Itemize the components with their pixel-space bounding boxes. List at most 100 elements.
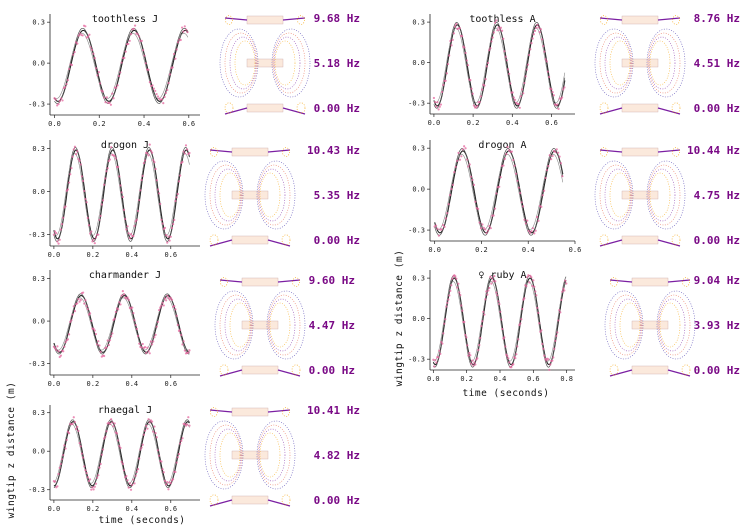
data-point <box>172 223 175 226</box>
data-point <box>176 456 179 459</box>
data-point <box>506 68 510 71</box>
data-point <box>132 234 135 238</box>
data-point <box>176 192 179 196</box>
y-tick-label: 0.3 <box>412 19 425 27</box>
data-point <box>153 336 156 339</box>
data-point <box>97 71 100 74</box>
data-point <box>119 446 122 450</box>
data-point <box>464 51 467 55</box>
x-tick-label: 0.0 <box>427 375 440 383</box>
data-point <box>546 70 550 73</box>
frequency-label: 9.68 Hz <box>314 12 360 25</box>
data-point <box>80 452 84 455</box>
data-point <box>139 189 142 192</box>
data-point <box>132 478 135 481</box>
data-point <box>183 25 186 28</box>
data-point <box>131 306 134 309</box>
data-point <box>96 74 99 77</box>
panel-title: drogon A <box>478 140 526 151</box>
data-point <box>496 29 499 32</box>
fit-line <box>53 147 190 242</box>
data-point <box>53 480 57 483</box>
data-point <box>481 88 484 91</box>
data-point <box>98 218 101 221</box>
data-point <box>136 334 140 338</box>
data-point <box>67 333 71 336</box>
data-point <box>107 159 110 163</box>
data-point <box>63 444 66 447</box>
data-point <box>498 185 501 188</box>
data-point <box>73 145 77 148</box>
data-point <box>548 368 551 371</box>
data-point <box>165 233 168 237</box>
x-tick-label: 0.6 <box>164 505 177 513</box>
data-point <box>162 471 165 474</box>
data-point <box>78 159 81 163</box>
wing-body <box>246 15 284 25</box>
data-point <box>556 103 559 106</box>
y-tick-label: -0.3 <box>28 231 45 239</box>
data-point <box>537 219 540 222</box>
data-point <box>469 354 472 357</box>
data-point <box>135 218 138 221</box>
mode-ellipse <box>659 302 681 348</box>
data-point <box>167 235 170 238</box>
y-tick-label: -0.3 <box>28 486 45 494</box>
data-point <box>506 354 509 358</box>
x-tick-label: 0.6 <box>545 119 558 127</box>
data-point <box>119 71 122 74</box>
y-tick-label: 0.0 <box>32 318 45 326</box>
data-point <box>155 179 158 182</box>
data-point <box>518 106 521 109</box>
data-point <box>98 466 101 469</box>
data-point <box>89 232 92 235</box>
data-point <box>542 347 545 350</box>
data-point <box>187 416 190 419</box>
data-point <box>131 483 134 487</box>
wing-body <box>621 15 659 25</box>
wing-edge <box>219 279 243 283</box>
data-point <box>166 294 169 297</box>
fit-line <box>53 294 190 353</box>
data-point <box>53 347 57 350</box>
mode-ellipse <box>257 164 291 226</box>
data-point <box>95 67 98 70</box>
wing-edge <box>657 17 681 21</box>
data-point <box>446 212 449 215</box>
data-point <box>166 480 169 484</box>
mode-ellipse <box>225 15 233 25</box>
data-point <box>176 41 180 44</box>
data-point <box>104 101 107 104</box>
data-point <box>141 342 144 346</box>
data-point <box>497 26 500 29</box>
data-point <box>125 228 128 231</box>
data-point <box>486 229 490 232</box>
wing-body <box>246 103 284 113</box>
data-point <box>69 320 72 323</box>
fit-line <box>53 149 191 240</box>
data-point <box>153 425 156 428</box>
mode-ellipse <box>272 32 306 94</box>
data-point <box>441 342 444 345</box>
data-point <box>527 274 530 277</box>
data-point <box>52 233 55 236</box>
frequency-label: 8.76 Hz <box>694 12 740 25</box>
data-point <box>126 296 129 299</box>
mode-ellipse <box>658 298 686 352</box>
data-point <box>486 293 489 296</box>
data-point <box>151 84 154 87</box>
data-point <box>437 108 440 111</box>
data-point <box>138 198 141 202</box>
data-point <box>114 310 117 314</box>
fit-line <box>53 423 190 484</box>
x-tick-label: 0.4 <box>125 505 138 513</box>
data-point <box>528 281 531 284</box>
data-point <box>167 81 170 85</box>
wing-edge <box>599 149 623 153</box>
data-point <box>467 165 470 168</box>
mode-ellipse <box>234 40 256 86</box>
data-point <box>465 59 468 62</box>
data-point <box>451 38 454 41</box>
data-point <box>146 152 149 155</box>
data-point <box>544 58 547 61</box>
